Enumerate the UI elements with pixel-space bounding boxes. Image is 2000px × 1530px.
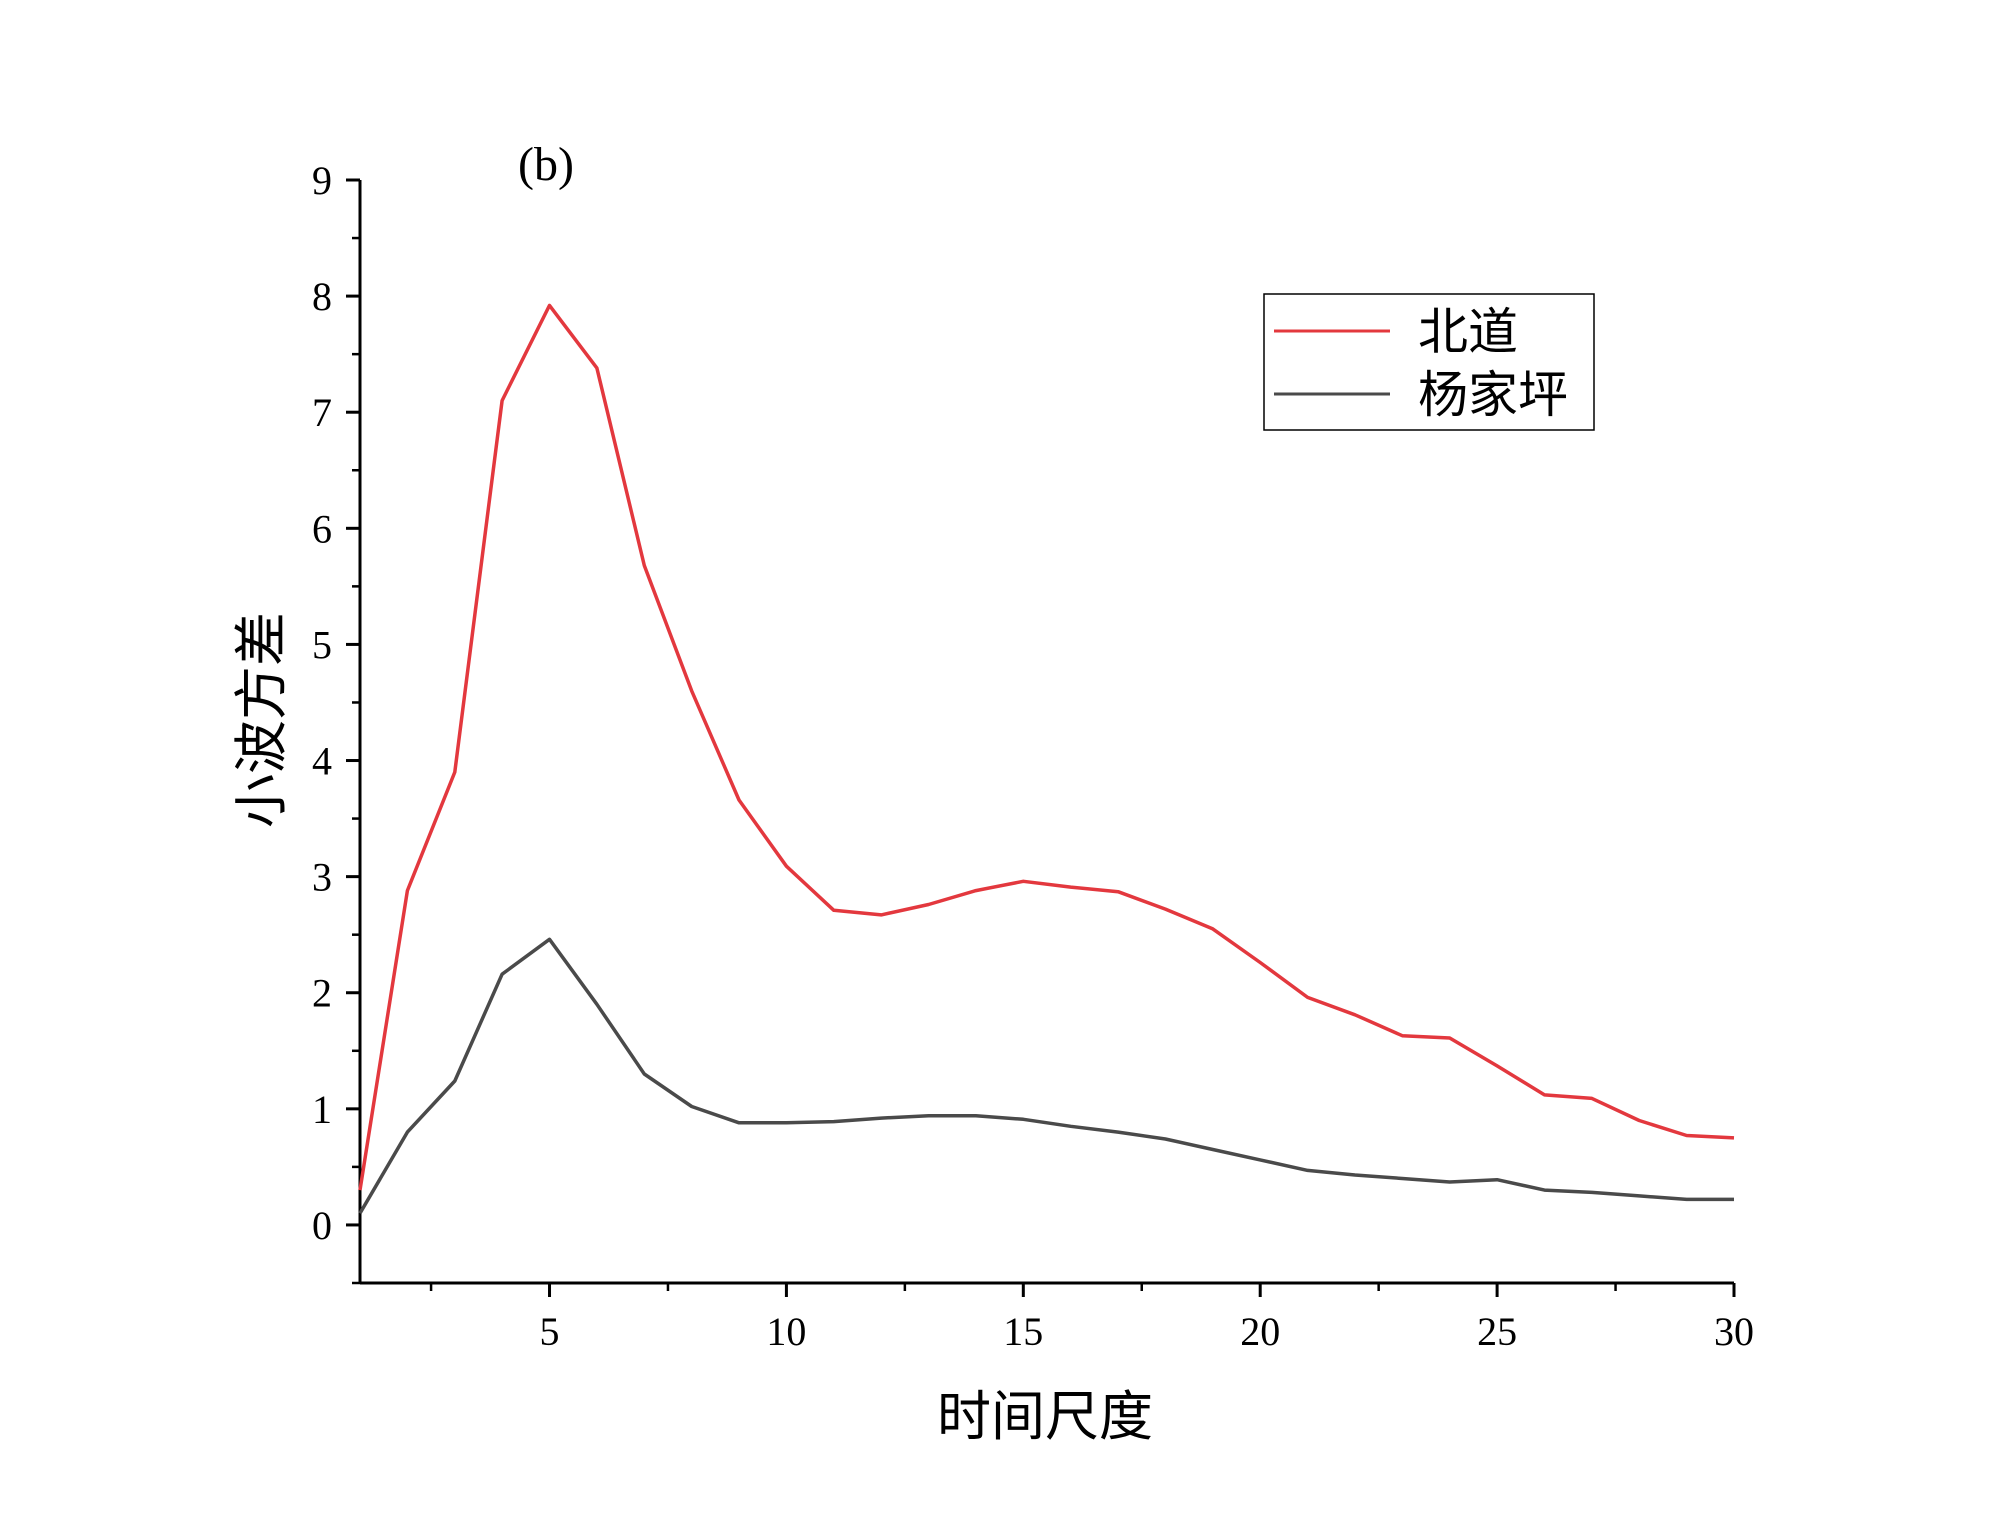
y-tick-label: 1 xyxy=(312,1087,332,1132)
x-axis-title: 时间尺度 xyxy=(937,1385,1153,1448)
x-tick-label: 15 xyxy=(1003,1309,1043,1354)
y-tick-label: 8 xyxy=(312,274,332,319)
y-tick-label: 9 xyxy=(312,158,332,203)
y-tick-label: 2 xyxy=(312,971,332,1016)
legend-box xyxy=(1263,293,1595,431)
x-tick-label: 30 xyxy=(1714,1309,1754,1354)
y-tick-label: 7 xyxy=(312,390,332,435)
legend-label-beidao: 北道 xyxy=(1418,303,1518,361)
y-tick-label: 4 xyxy=(312,739,332,784)
y-axis-title: 小波方差 xyxy=(230,612,293,828)
axes: 0 1 2 3 4 5 6 7 8 9 5 10 15 20 25 30 xyxy=(312,158,1754,1354)
panel-label: (b) xyxy=(518,138,574,191)
legend-label-yangjiaping: 杨家坪 xyxy=(1418,366,1568,424)
y-tick-label: 3 xyxy=(312,855,332,900)
legend: 北道 杨家坪 xyxy=(1263,293,1595,431)
y-tick-label: 6 xyxy=(312,506,332,551)
y-tick-label: 0 xyxy=(312,1203,332,1248)
x-tick-label: 25 xyxy=(1477,1309,1517,1354)
x-tick-label: 20 xyxy=(1240,1309,1280,1354)
y-tick-label: 5 xyxy=(312,622,332,667)
series-line-0 xyxy=(358,303,1735,1191)
x-tick-label: 10 xyxy=(766,1309,806,1354)
x-tick-label: 5 xyxy=(540,1309,560,1354)
series-layer xyxy=(358,303,1735,1215)
series-line-1 xyxy=(358,937,1734,1215)
